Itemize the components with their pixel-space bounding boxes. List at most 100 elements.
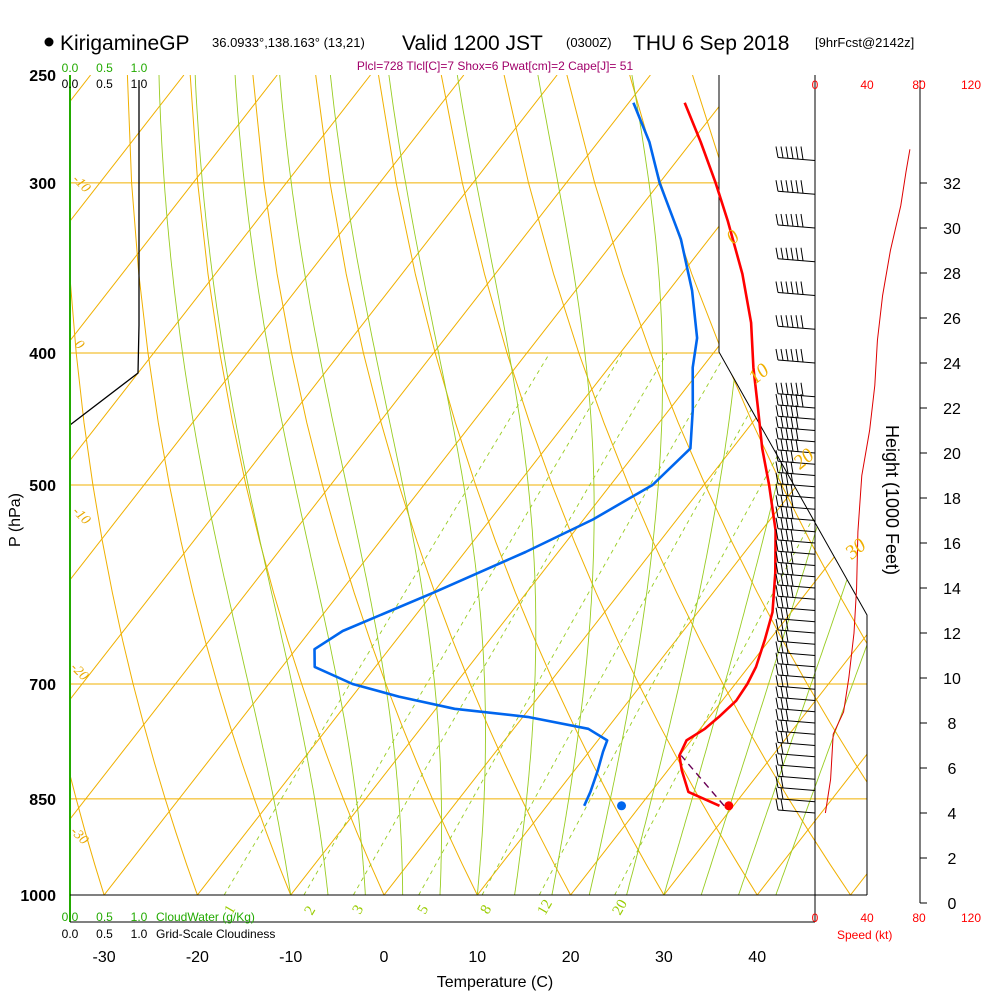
- dry-adiabat-line: [629, 75, 867, 645]
- wind-barb: [775, 697, 816, 713]
- isotherm-line: [70, 75, 465, 581]
- wind-barb-flag: [780, 281, 784, 293]
- moist-adiabat-line: [329, 75, 443, 895]
- wind-barb-flag: [775, 281, 779, 293]
- height-tick-label: 16: [943, 536, 961, 553]
- wind-barb: [775, 618, 816, 634]
- wind-barb-staff: [777, 809, 816, 814]
- wind-barb-flag: [775, 776, 779, 788]
- wind-barb-flag: [775, 382, 779, 394]
- wind-barb-flag: [780, 382, 784, 395]
- pressure-tick-label: 300: [29, 176, 56, 193]
- wind-barb-flag: [785, 506, 789, 519]
- wind-barb-staff: [777, 573, 816, 578]
- wind-barb-flag: [775, 663, 779, 676]
- wind-barb-flag: [775, 450, 779, 462]
- wind-barb-flag: [775, 551, 779, 563]
- wind-barb-flag: [785, 315, 789, 328]
- wind-barb-flag: [785, 675, 789, 688]
- moist-adiabat-line: [234, 75, 366, 895]
- wind-barb-flag: [775, 393, 779, 406]
- wind-barb-flag: [785, 551, 789, 564]
- wind-barb-flag: [780, 652, 784, 665]
- wind-barb-flag: [785, 472, 789, 485]
- wind-barb: [775, 675, 816, 690]
- wind-barb-flag: [775, 630, 779, 642]
- wind-barb-staff: [777, 472, 816, 476]
- pressure-tick-label: 1000: [20, 888, 56, 905]
- wind-barb-flag: [790, 506, 794, 519]
- dry-adiabat-line: [315, 75, 572, 895]
- wind-barb-flag: [780, 607, 784, 620]
- dry-adiabat-line: [440, 75, 758, 895]
- dewpoint-curve: [313, 102, 699, 807]
- mixing-ratio-line: [538, 352, 835, 895]
- wind-barb-flag: [795, 180, 799, 193]
- temperature-axis-ticks: -30 -20 -10 0 10 20 30 40: [93, 949, 767, 966]
- wind-barb-staff: [777, 562, 816, 566]
- wind-barb-flag: [780, 180, 784, 192]
- wind-barb-flag: [785, 528, 789, 541]
- wind-barb-flag: [785, 450, 789, 463]
- wind-barb-staff: [777, 595, 816, 600]
- wind-barb-flag: [785, 483, 789, 496]
- height-tick-label: 26: [943, 311, 961, 328]
- wind-barb-staff: [777, 258, 816, 263]
- height-tick-label: 2: [948, 851, 957, 868]
- wind-barb-flag: [775, 562, 779, 574]
- wind-barb-flag: [780, 472, 784, 485]
- wind-barb: [775, 213, 816, 229]
- wind-barb-flag: [795, 213, 799, 227]
- wind-barb-staff: [777, 157, 816, 161]
- wind-barb-flag: [775, 438, 779, 451]
- wind-barb-flag: [790, 213, 794, 227]
- wind-barb-flag: [790, 573, 794, 587]
- wind-barb-flag: [780, 798, 784, 811]
- wind-barb-flag: [785, 146, 789, 159]
- wind-barb-flag: [790, 405, 794, 418]
- wind-barb-staff: [777, 708, 816, 713]
- wind-barb-flag: [790, 585, 794, 598]
- wind-barb-flag: [785, 517, 789, 530]
- forecast-info: [9hrFcst@2142z]: [815, 35, 914, 50]
- wind-barb: [775, 686, 816, 701]
- cloud-water-tick-top: 0.5: [96, 61, 113, 75]
- wind-barb-flag: [785, 247, 789, 260]
- wind-barb-flag: [785, 438, 789, 451]
- wind-barb-flag: [785, 540, 789, 553]
- wind-barb-flag: [775, 180, 779, 192]
- temperature-tick-label: 0: [380, 949, 389, 966]
- isotherm-line: [103, 75, 745, 895]
- wind-barb-flag: [790, 315, 794, 328]
- isotherm-label: 0: [71, 337, 87, 353]
- wind-barb-flag: [800, 382, 804, 396]
- wind-barb-staff: [777, 629, 816, 634]
- cloud-water-tick-bottom: 0.5: [96, 910, 113, 924]
- cloud-water-tick-bottom: 1.0: [131, 910, 148, 924]
- wind-barb-flag: [775, 765, 779, 777]
- wind-barb-flag: [775, 573, 779, 586]
- wind-barb-staff: [777, 618, 816, 623]
- height-tick-label: 6: [948, 761, 957, 778]
- wind-barb: [775, 765, 816, 780]
- wind-barb-flag: [790, 461, 794, 474]
- cloud-water-tick-top: 0.0: [62, 61, 79, 75]
- wind-barb-flag: [775, 348, 779, 361]
- wind-barb: [775, 348, 816, 364]
- wind-barb-flag: [775, 720, 779, 732]
- wind-barb: [775, 776, 816, 791]
- wind-barb-flag: [795, 405, 799, 418]
- wind-barbs: [775, 146, 816, 814]
- height-tick-label: 20: [943, 446, 961, 463]
- wind-barb-staff: [777, 730, 816, 735]
- cloudiness-tick-top: 0.5: [96, 77, 113, 91]
- mixing-ratio-label: 5: [415, 903, 433, 917]
- wind-barb-flag: [775, 731, 779, 743]
- wind-barb-flag: [775, 247, 779, 259]
- wind-barb-flag: [780, 247, 784, 260]
- isotherm-line: [70, 75, 371, 462]
- wind-barb-staff: [777, 449, 816, 454]
- wind-barb-staff: [777, 427, 816, 431]
- isotherm-label: -10: [69, 504, 93, 528]
